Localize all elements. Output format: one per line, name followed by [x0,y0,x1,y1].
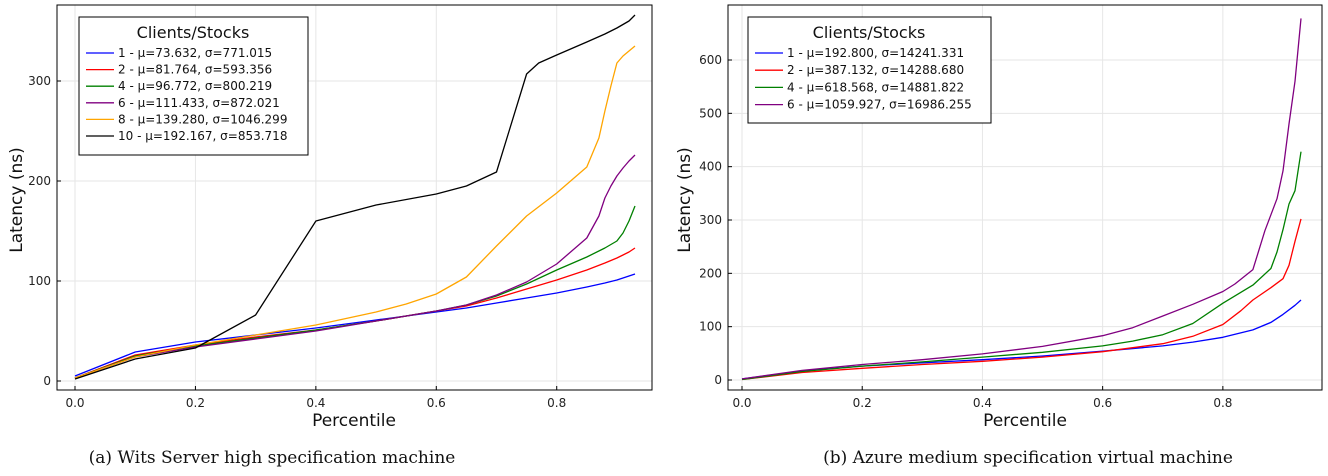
legend-entry: 1 - μ=73.632, σ=771.015 [118,46,272,60]
x-tick-label: 0.0 [732,396,751,410]
series-line [741,218,1302,381]
chart-a-frame [56,4,653,391]
legend-entry: 6 - μ=111.433, σ=872.021 [118,96,280,110]
legend-box [747,16,992,124]
x-tick-label: 0.2 [853,396,872,410]
series-line [74,45,636,379]
chart-b-ylabel: Latency (ns) [675,147,695,253]
chart-b-frame [727,4,1323,391]
x-tick-label: 0.4 [306,396,325,410]
legend-entry: 2 - μ=81.764, σ=593.356 [118,63,272,77]
series-line [74,247,636,379]
legend-entry: 10 - μ=192.167, σ=853.718 [118,129,287,143]
chart-b-ticks: 0.0 0.2 0.4 0.6 0.8 0 100 200 300 400 500 600 [699,53,1232,410]
legend-entry: 6 - μ=1059.927, σ=16986.255 [787,98,972,112]
x-tick-label: 0.6 [427,396,446,410]
y-tick-label: 100 [699,320,722,334]
y-tick-label: 100 [28,274,51,288]
series-line [741,299,1302,380]
chart-b-caption: (b) Azure medium specification virtual m… [823,448,1233,468]
chart-a-ylabel: Latency (ns) [7,147,27,253]
x-tick-label: 0.4 [973,396,992,410]
chart-a-xlabel: Percentile [312,411,396,431]
chart-a-legend: Clients/Stocks 1 - μ=73.632, σ=771.015 2 … [78,16,309,156]
series-line [741,18,1302,380]
y-tick-label: 400 [699,160,722,174]
y-tick-label: 500 [699,106,722,120]
series-line [74,154,636,379]
legend-entry: 2 - μ=387.132, σ=14288.680 [787,63,964,77]
chart-b: 0.0 0.2 0.4 0.6 0.8 0 100 200 300 400 500 600 Perce… [675,4,1323,468]
chart-a: 0.0 0.2 0.4 0.6 0.8 0 100 200 300 Percentile Lat… [7,4,653,468]
x-tick-label: 0.6 [1093,396,1112,410]
x-tick-label: 0.8 [547,396,566,410]
series-line [741,151,1302,381]
legend-entry: 4 - μ=618.568, σ=14881.822 [787,80,964,94]
chart-b-xlabel: Percentile [983,411,1067,431]
legend-title: Clients/Stocks [813,23,926,42]
series-line [74,273,636,377]
x-tick-label: 0.8 [1213,396,1232,410]
legend-entry: 4 - μ=96.772, σ=800.219 [118,79,272,93]
y-tick-label: 600 [699,53,722,67]
chart-a-ticks: 0.0 0.2 0.4 0.6 0.8 0 100 200 300 [28,74,566,410]
legend-title: Clients/Stocks [137,23,250,42]
chart-a-caption: (a) Wits Server high specification machi… [89,448,456,468]
y-tick-label: 300 [699,213,722,227]
series-line [74,14,636,380]
chart-a-series [74,14,636,380]
y-tick-label: 200 [699,266,722,280]
legend-box [78,16,309,156]
y-tick-label: 0 [43,374,51,388]
legend-entry: 1 - μ=192.800, σ=14241.331 [787,46,964,60]
x-tick-label: 0.2 [186,396,205,410]
y-tick-label: 200 [28,174,51,188]
y-tick-label: 300 [28,74,51,88]
chart-b-series [741,18,1302,381]
y-tick-label: 0 [714,373,722,387]
x-tick-label: 0.0 [65,396,84,410]
chart-b-legend: Clients/Stocks 1 - μ=192.800, σ=14241.33… [747,16,992,124]
legend-entry: 8 - μ=139.280, σ=1046.299 [118,112,287,126]
series-line [74,205,636,379]
